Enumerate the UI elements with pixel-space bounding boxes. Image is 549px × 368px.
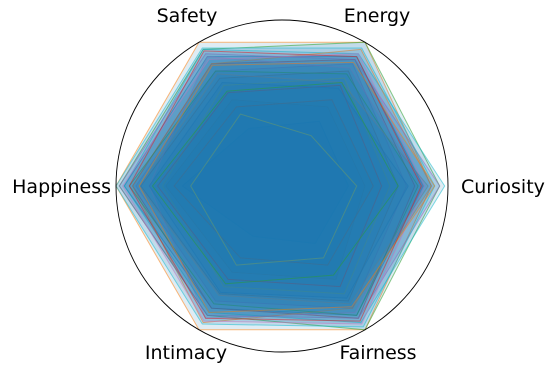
series-polygon-23: [128, 50, 422, 322]
axis-label-curiosity: Curiosity: [461, 176, 545, 198]
series-polygon-7: [165, 99, 366, 280]
series-polygons: [115, 41, 446, 331]
series-polygon-14: [118, 53, 441, 319]
axis-label-safety: Safety: [157, 5, 218, 27]
axis-label-fairness: Fairness: [339, 342, 416, 364]
axis-label-energy: Energy: [344, 5, 411, 27]
series-polygon-15: [173, 99, 374, 266]
series-polygon-11: [132, 48, 432, 324]
axis-label-happiness: Happiness: [12, 176, 111, 198]
series-polygon-5: [140, 70, 399, 302]
axis-label-intimacy: Intimacy: [145, 342, 227, 364]
series-polygon-10: [181, 120, 349, 245]
series-polygon-8: [161, 77, 391, 295]
series-polygon-21: [138, 61, 436, 314]
series-polygon-20: [148, 81, 409, 299]
series-polygon-22: [151, 81, 399, 285]
radar-frame-circle: [115, 19, 449, 353]
axis-labels: Safety Energy Curiosity Fairness Intimacy Hap…: [12, 5, 545, 364]
series-polygon-16: [122, 53, 426, 325]
series-polygon-18: [190, 113, 358, 266]
